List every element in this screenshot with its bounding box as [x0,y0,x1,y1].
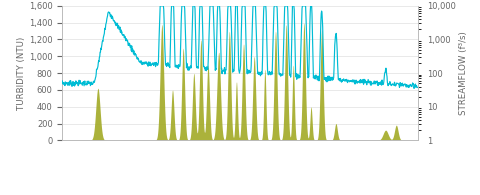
Y-axis label: TURBIDITY (NTU): TURBIDITY (NTU) [17,36,26,110]
Legend: TURBIDITY, STREAMFLOW: TURBIDITY, STREAMFLOW [149,192,331,195]
Y-axis label: STREAMFLOW (f³/s): STREAMFLOW (f³/s) [459,31,468,115]
